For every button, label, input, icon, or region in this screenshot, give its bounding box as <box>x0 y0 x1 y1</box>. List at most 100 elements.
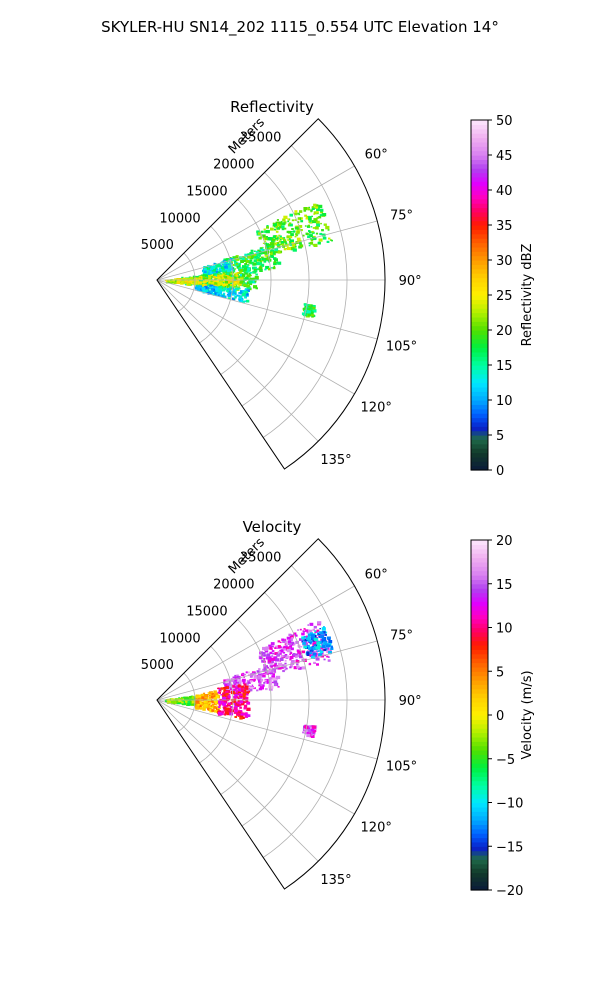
colorbar-segment <box>471 623 488 629</box>
reflectivity-polar-plot: 60° 75° 90° 105° 120° 135° 5000 10000 15000 20000… <box>141 115 422 470</box>
colorbar-tick-label: 15 <box>496 359 513 374</box>
reflectivity-panel: Reflectivity 60° 75° 90° 105° 120° 135° 5000 10… <box>141 98 535 479</box>
colorbar-tick-label: 50 <box>496 114 513 129</box>
colorbar-segment <box>471 233 488 239</box>
colorbar-tick-label: 5 <box>496 665 504 680</box>
colorbar-segment <box>471 150 488 156</box>
colorbar-segment <box>471 316 488 322</box>
colorbar-segment <box>471 601 488 607</box>
colorbar-segment <box>471 220 488 226</box>
colorbar-segment <box>471 347 488 353</box>
colorbar-segment <box>471 719 488 725</box>
range-ring-25000 <box>263 145 348 438</box>
azimuth-tick-label: 135° <box>320 453 351 468</box>
azimuth-tick-label: 105° <box>386 760 417 775</box>
radial-tick-label: 5000 <box>141 658 174 673</box>
colorbar-segment <box>471 203 488 209</box>
echo-region-0 <box>258 621 332 676</box>
colorbar-segment <box>471 146 488 152</box>
colorbar-segment <box>471 448 488 454</box>
colorbar-segment <box>471 273 488 279</box>
colorbar-segment <box>471 194 488 200</box>
colorbar-tick-label: 0 <box>496 709 504 724</box>
colorbar-segment <box>471 155 488 160</box>
colorbar-segment <box>471 666 488 672</box>
colorbar-segment <box>471 417 488 423</box>
azimuth-spoke-105° <box>156 279 378 340</box>
colorbar-segment <box>471 120 488 125</box>
reflectivity-colorbar: 0 5 10 15 20 25 30 35 40 45 50 Reflectivity dBZ <box>470 114 535 479</box>
colorbar-segment <box>471 789 488 795</box>
colorbar-tick-label: 10 <box>496 394 513 409</box>
suptitle: SKYLER-HU SN14_202 1115_0.554 UTC Elevat… <box>101 18 499 37</box>
colorbar-segment <box>471 544 488 550</box>
colorbar-segment <box>471 246 488 252</box>
colorbar-segment <box>471 325 488 331</box>
colorbar-segment <box>471 811 488 817</box>
colorbar-tick-label: −5 <box>496 753 515 768</box>
panel-title: Velocity <box>243 518 302 536</box>
colorbar-segment <box>471 308 488 314</box>
colorbar-segment <box>471 653 488 659</box>
range-ring-15000 <box>220 199 272 375</box>
colorbar-segment <box>471 820 488 825</box>
colorbar-segment <box>471 365 488 370</box>
echo-region-4 <box>195 690 222 714</box>
colorbar-segment <box>471 605 488 611</box>
colorbar-segment <box>471 675 488 681</box>
colorbar-segment <box>471 439 488 445</box>
colorbar-segment <box>471 443 488 449</box>
colorbar-tick-label: 25 <box>496 289 513 304</box>
colorbar-tick-label: −20 <box>496 884 523 899</box>
colorbar-segment <box>471 636 488 642</box>
radial-tick-label: 10000 <box>159 631 200 646</box>
colorbar-segment <box>471 255 488 261</box>
colorbar-segment <box>471 671 488 677</box>
colorbar-segment <box>471 680 488 685</box>
colorbar-segment <box>471 837 488 843</box>
azimuth-tick-label: 60° <box>365 148 388 163</box>
colorbar-segment <box>471 260 488 265</box>
colorbar-segment <box>471 400 488 405</box>
radial-tick-label: 20000 <box>213 578 254 593</box>
velocity-colorbar: −20 −15 −10 −5 0 5 10 15 20 Velocity (m/s) <box>470 534 535 899</box>
velocity-polar-plot: 60° 75° 90° 105° 120° 135° 5000 10000 15000 20000… <box>141 535 422 890</box>
colorbar-segment <box>471 378 488 384</box>
colorbar-segment <box>471 216 488 222</box>
radial-tick-label: 10000 <box>159 211 200 226</box>
colorbar-segment <box>471 426 488 432</box>
echo-region-1 <box>301 626 334 659</box>
colorbar-segment <box>471 408 488 414</box>
radial-tick-label: 15000 <box>186 184 227 199</box>
range-ring-5000 <box>178 672 196 732</box>
colorbar-tick-label: −15 <box>496 840 523 855</box>
radial-tick-label: 15000 <box>186 604 227 619</box>
colorbar-segment <box>471 732 488 738</box>
colorbar-segment <box>471 456 488 462</box>
azimuth-spoke-135° <box>156 279 319 442</box>
colorbar-segment <box>471 561 488 567</box>
colorbar-segment <box>471 806 488 812</box>
colorbar-segment <box>471 649 488 655</box>
colorbar-segment <box>471 430 488 436</box>
colorbar-segment <box>471 395 488 401</box>
colorbar-segment <box>471 211 488 217</box>
colorbar-segment <box>471 566 488 572</box>
azimuth-tick-label: 120° <box>361 821 392 836</box>
colorbar-tick-label: 30 <box>496 254 513 269</box>
range-ring-25000 <box>263 565 348 858</box>
range-ring-5000 <box>178 252 196 312</box>
colorbar-segment <box>471 570 488 576</box>
colorbar-tick-label: 20 <box>496 324 513 339</box>
colorbar-segment <box>471 776 488 782</box>
colorbar-segment <box>471 553 488 559</box>
colorbar-tick-label: 10 <box>496 622 513 637</box>
colorbar-segment <box>471 290 488 296</box>
colorbar-segment <box>471 264 488 270</box>
colorbar-segment <box>471 855 488 860</box>
colorbar-segment <box>471 750 488 755</box>
colorbar-segment <box>471 684 488 690</box>
range-ring-20000 <box>241 592 310 827</box>
colorbar-segment <box>471 413 488 419</box>
